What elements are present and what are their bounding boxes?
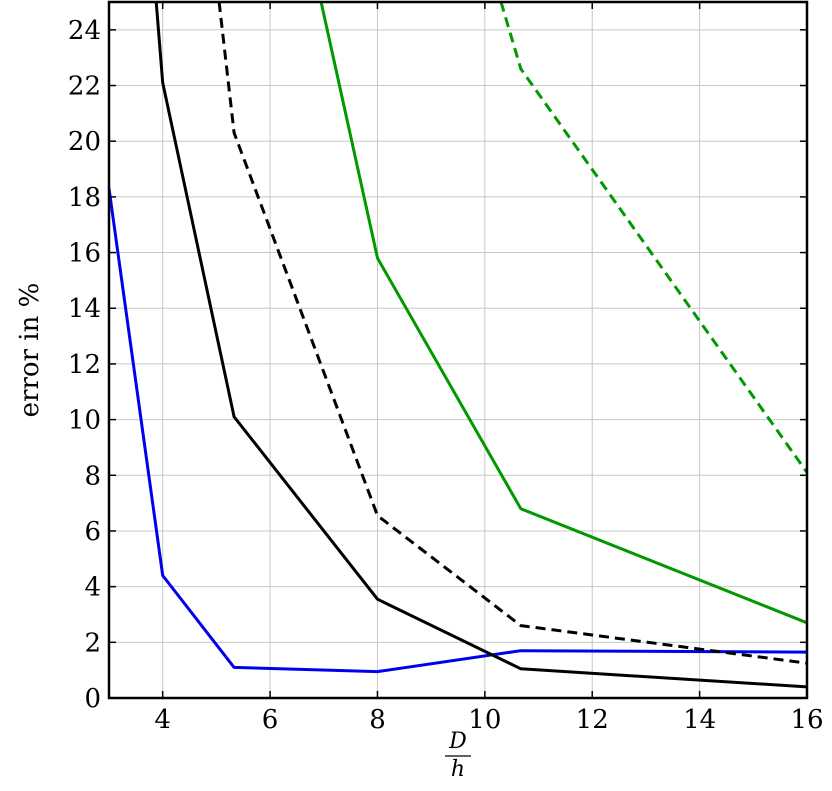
y-tick-label-3: 6: [84, 517, 101, 547]
series-line-3: [319, 2, 807, 625]
x-tick-label-1: 6: [262, 705, 279, 735]
series-line-4: [499, 2, 807, 474]
series-lines: [109, 2, 807, 689]
y-tick-label-0: 0: [84, 684, 101, 714]
series-line-2: [217, 2, 807, 665]
y-tick-label-5: 10: [68, 406, 101, 436]
x-axis-label-numerator: D: [448, 729, 467, 754]
y-tick-label-9: 18: [68, 183, 101, 213]
x-axis-ticks: 4 6 8 10 12 14 16: [154, 2, 824, 735]
y-tick-label-2: 4: [84, 573, 101, 603]
series-line-1: [154, 2, 807, 689]
y-tick-label-10: 20: [68, 127, 101, 157]
y-tick-label-7: 14: [68, 294, 101, 324]
y-tick-label-12: 24: [68, 16, 101, 46]
y-tick-label-1: 2: [84, 628, 101, 658]
y-tick-label-8: 16: [68, 239, 101, 269]
y-tick-label-11: 22: [68, 72, 101, 102]
y-tick-label-6: 12: [68, 350, 101, 380]
x-axis-label-denominator: h: [451, 757, 465, 782]
x-tick-label-2: 8: [369, 705, 386, 735]
x-tick-label-0: 4: [154, 705, 171, 735]
y-tick-label-4: 8: [84, 461, 101, 491]
series-line-0: [109, 188, 807, 674]
x-tick-label-5: 14: [683, 705, 716, 735]
x-tick-label-4: 12: [576, 705, 609, 735]
x-tick-label-3: 10: [468, 705, 501, 735]
y-axis-label: error in %: [15, 283, 45, 418]
x-tick-label-6: 16: [790, 705, 823, 735]
grid: [109, 2, 808, 699]
plot-frame: [107, 0, 809, 700]
x-axis-label: D h: [445, 729, 471, 782]
